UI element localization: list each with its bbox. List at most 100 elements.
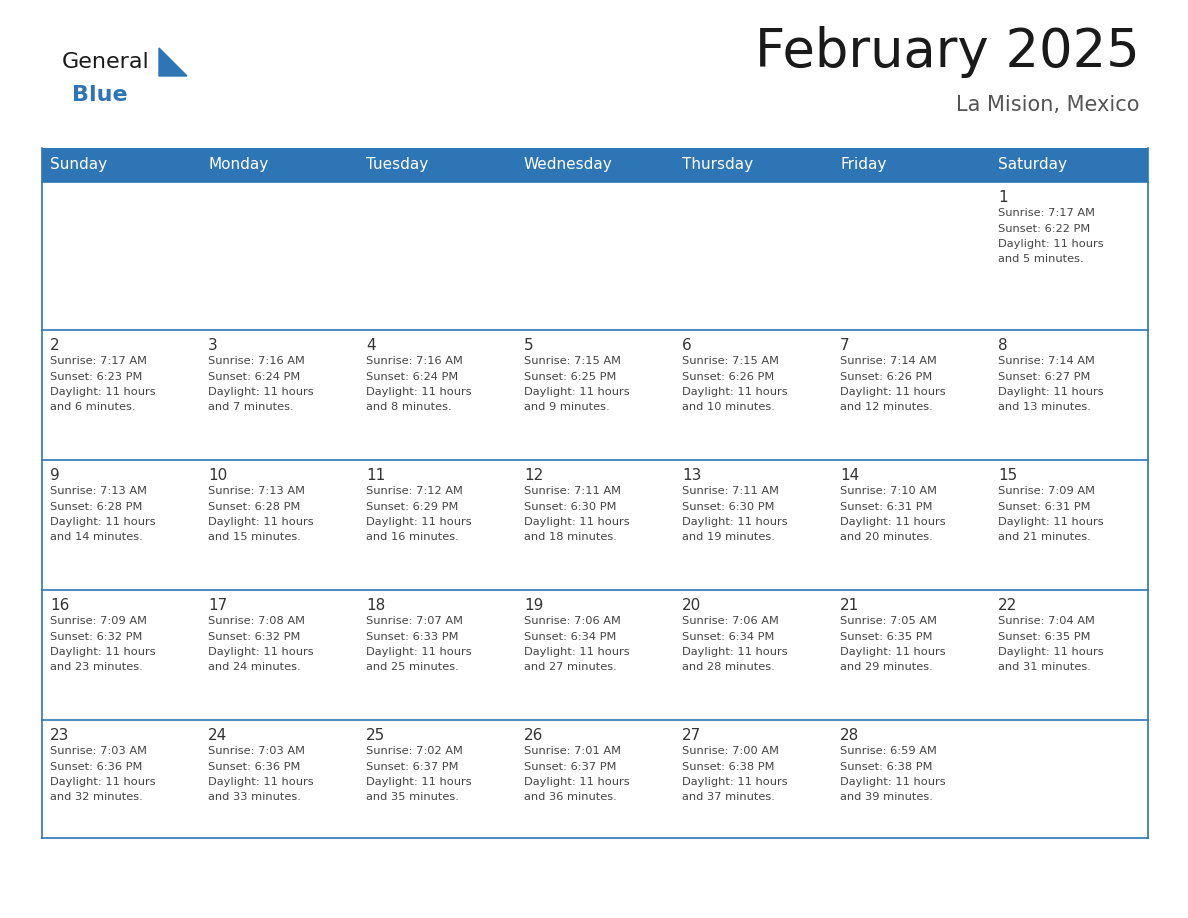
- Text: 15: 15: [998, 468, 1017, 483]
- Text: Blue: Blue: [72, 85, 127, 105]
- Text: Sunset: 6:30 PM: Sunset: 6:30 PM: [682, 501, 775, 511]
- Bar: [42, 720, 200, 838]
- Text: Daylight: 11 hours: Daylight: 11 hours: [524, 387, 630, 397]
- Bar: [200, 182, 358, 330]
- Text: Sunset: 6:26 PM: Sunset: 6:26 PM: [682, 372, 775, 382]
- Text: 6: 6: [682, 338, 691, 353]
- Text: Daylight: 11 hours: Daylight: 11 hours: [682, 777, 788, 787]
- Text: Sunrise: 6:59 AM: Sunrise: 6:59 AM: [840, 746, 937, 756]
- Text: Sunrise: 7:04 AM: Sunrise: 7:04 AM: [998, 616, 1095, 626]
- Text: 22: 22: [998, 598, 1017, 613]
- Text: Sunset: 6:30 PM: Sunset: 6:30 PM: [524, 501, 617, 511]
- Text: Sunrise: 7:09 AM: Sunrise: 7:09 AM: [50, 616, 147, 626]
- Text: Sunset: 6:34 PM: Sunset: 6:34 PM: [524, 632, 617, 642]
- Text: 7: 7: [840, 338, 849, 353]
- Text: Sunrise: 7:03 AM: Sunrise: 7:03 AM: [50, 746, 147, 756]
- Text: Sunrise: 7:14 AM: Sunrise: 7:14 AM: [840, 356, 937, 366]
- Bar: [358, 182, 516, 330]
- Text: February 2025: February 2025: [756, 26, 1140, 78]
- Bar: [358, 330, 516, 460]
- Text: Sunset: 6:38 PM: Sunset: 6:38 PM: [840, 762, 933, 771]
- Text: Sunrise: 7:13 AM: Sunrise: 7:13 AM: [50, 486, 147, 496]
- Bar: [674, 182, 832, 330]
- Bar: [42, 460, 200, 590]
- Text: and 33 minutes.: and 33 minutes.: [208, 792, 301, 802]
- Bar: [42, 182, 200, 330]
- Text: Sunrise: 7:11 AM: Sunrise: 7:11 AM: [682, 486, 779, 496]
- Text: Daylight: 11 hours: Daylight: 11 hours: [50, 387, 156, 397]
- Text: Sunset: 6:37 PM: Sunset: 6:37 PM: [366, 762, 459, 771]
- Bar: [516, 182, 674, 330]
- Text: Daylight: 11 hours: Daylight: 11 hours: [366, 777, 472, 787]
- Text: Sunset: 6:31 PM: Sunset: 6:31 PM: [998, 501, 1091, 511]
- Text: Sunset: 6:35 PM: Sunset: 6:35 PM: [998, 632, 1091, 642]
- Text: Tuesday: Tuesday: [366, 158, 428, 173]
- Text: Sunset: 6:31 PM: Sunset: 6:31 PM: [840, 501, 933, 511]
- Text: Daylight: 11 hours: Daylight: 11 hours: [208, 777, 314, 787]
- Bar: [358, 720, 516, 838]
- Text: and 31 minutes.: and 31 minutes.: [998, 663, 1091, 673]
- Text: 11: 11: [366, 468, 385, 483]
- Text: 19: 19: [524, 598, 543, 613]
- Text: Daylight: 11 hours: Daylight: 11 hours: [366, 387, 472, 397]
- Text: Saturday: Saturday: [998, 158, 1067, 173]
- Text: Sunrise: 7:17 AM: Sunrise: 7:17 AM: [50, 356, 147, 366]
- Text: Monday: Monday: [208, 158, 268, 173]
- Text: Sunset: 6:27 PM: Sunset: 6:27 PM: [998, 372, 1091, 382]
- Bar: [516, 720, 674, 838]
- Text: 4: 4: [366, 338, 375, 353]
- Text: and 5 minutes.: and 5 minutes.: [998, 254, 1083, 264]
- Bar: [990, 330, 1148, 460]
- Text: Daylight: 11 hours: Daylight: 11 hours: [840, 387, 946, 397]
- Text: 8: 8: [998, 338, 1007, 353]
- Text: La Mision, Mexico: La Mision, Mexico: [956, 95, 1140, 115]
- Text: 27: 27: [682, 728, 701, 743]
- Bar: [832, 590, 990, 720]
- Text: Sunrise: 7:07 AM: Sunrise: 7:07 AM: [366, 616, 463, 626]
- Text: Sunset: 6:29 PM: Sunset: 6:29 PM: [366, 501, 459, 511]
- Text: 13: 13: [682, 468, 701, 483]
- Text: Friday: Friday: [840, 158, 886, 173]
- Text: 14: 14: [840, 468, 859, 483]
- Text: Daylight: 11 hours: Daylight: 11 hours: [840, 647, 946, 657]
- Text: Sunset: 6:32 PM: Sunset: 6:32 PM: [50, 632, 143, 642]
- Text: Daylight: 11 hours: Daylight: 11 hours: [208, 387, 314, 397]
- Text: Sunrise: 7:09 AM: Sunrise: 7:09 AM: [998, 486, 1095, 496]
- Text: 18: 18: [366, 598, 385, 613]
- Text: and 15 minutes.: and 15 minutes.: [208, 532, 301, 543]
- Bar: [42, 590, 200, 720]
- Text: and 36 minutes.: and 36 minutes.: [524, 792, 617, 802]
- Text: 12: 12: [524, 468, 543, 483]
- Text: Thursday: Thursday: [682, 158, 753, 173]
- Bar: [200, 590, 358, 720]
- Bar: [832, 182, 990, 330]
- Bar: [200, 720, 358, 838]
- Text: Daylight: 11 hours: Daylight: 11 hours: [50, 517, 156, 527]
- Text: Sunrise: 7:14 AM: Sunrise: 7:14 AM: [998, 356, 1095, 366]
- Text: and 10 minutes.: and 10 minutes.: [682, 402, 775, 412]
- Bar: [832, 330, 990, 460]
- Text: Sunrise: 7:16 AM: Sunrise: 7:16 AM: [366, 356, 463, 366]
- Bar: [674, 590, 832, 720]
- Bar: [990, 720, 1148, 838]
- Text: Sunrise: 7:01 AM: Sunrise: 7:01 AM: [524, 746, 621, 756]
- Polygon shape: [159, 48, 187, 76]
- Bar: [516, 590, 674, 720]
- Text: 23: 23: [50, 728, 69, 743]
- Text: Sunset: 6:24 PM: Sunset: 6:24 PM: [366, 372, 459, 382]
- Text: Daylight: 11 hours: Daylight: 11 hours: [524, 777, 630, 787]
- Text: Daylight: 11 hours: Daylight: 11 hours: [682, 387, 788, 397]
- Text: 9: 9: [50, 468, 59, 483]
- Text: Sunrise: 7:16 AM: Sunrise: 7:16 AM: [208, 356, 305, 366]
- Text: Sunset: 6:37 PM: Sunset: 6:37 PM: [524, 762, 617, 771]
- Text: and 9 minutes.: and 9 minutes.: [524, 402, 609, 412]
- Bar: [200, 460, 358, 590]
- Bar: [674, 330, 832, 460]
- Text: Daylight: 11 hours: Daylight: 11 hours: [524, 517, 630, 527]
- Text: Sunrise: 7:03 AM: Sunrise: 7:03 AM: [208, 746, 305, 756]
- Text: Daylight: 11 hours: Daylight: 11 hours: [998, 647, 1104, 657]
- Text: Daylight: 11 hours: Daylight: 11 hours: [366, 647, 472, 657]
- Bar: [42, 330, 200, 460]
- Text: 26: 26: [524, 728, 543, 743]
- Text: 17: 17: [208, 598, 227, 613]
